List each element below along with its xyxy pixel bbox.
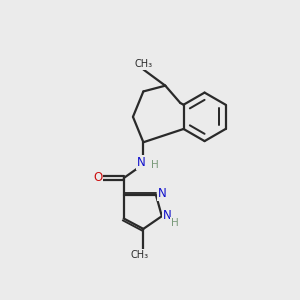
Text: N: N bbox=[158, 187, 166, 200]
Text: N: N bbox=[137, 156, 146, 169]
Text: CH₃: CH₃ bbox=[131, 250, 149, 260]
Text: H: H bbox=[152, 160, 159, 170]
Text: N: N bbox=[163, 208, 172, 221]
Text: CH₃: CH₃ bbox=[134, 59, 152, 69]
Text: H: H bbox=[171, 218, 178, 228]
Text: O: O bbox=[93, 171, 103, 184]
